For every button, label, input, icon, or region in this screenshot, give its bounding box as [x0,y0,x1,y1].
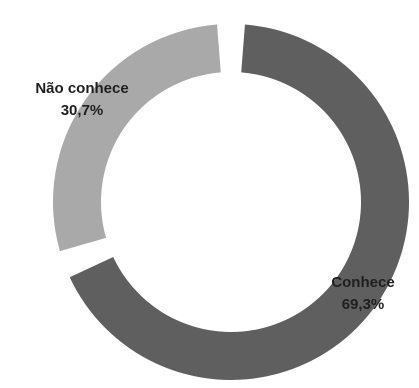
label-nao-conhece-name: Não conhece [35,80,128,97]
label-conhece-value: 69,3% [342,296,385,313]
label-nao-conhece-value: 30,7% [61,102,104,119]
label-conhece-name: Conhece [331,274,394,291]
slice-nao-conhece [53,24,221,252]
slice-nao-conhece-arc [53,24,221,252]
